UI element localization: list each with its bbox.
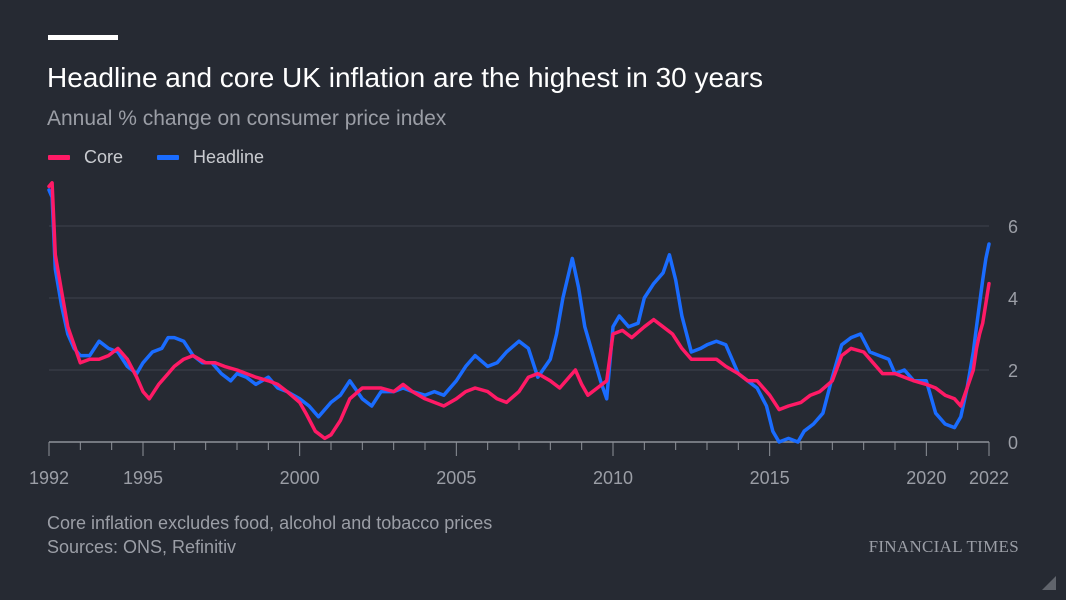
brand-logo: FINANCIAL TIMES xyxy=(868,537,1019,556)
x-tick-label-2010: 2010 xyxy=(593,468,633,488)
legend-item-core: Core xyxy=(48,147,123,168)
x-tick-label-2022: 2022 xyxy=(969,468,1009,488)
series-line-headline xyxy=(47,188,991,444)
chart-legend: Core Headline xyxy=(48,147,298,168)
y-tick-label-4: 4 xyxy=(1008,289,1018,309)
title-accent-bar xyxy=(48,35,118,40)
legend-label-core: Core xyxy=(84,147,124,167)
legend-swatch-core xyxy=(48,155,70,160)
x-tick-label-2000: 2000 xyxy=(280,468,320,488)
footnote: Core inflation excludes food, alcohol an… xyxy=(47,511,492,559)
y-tick-label-0: 0 xyxy=(1008,433,1018,453)
x-tick-label-1995: 1995 xyxy=(123,468,163,488)
x-tick-label-2015: 2015 xyxy=(750,468,790,488)
chart-subtitle: Annual % change on consumer price index xyxy=(47,107,447,130)
corner-icon xyxy=(1042,576,1056,590)
sources-text: Sources: ONS, Refinitiv xyxy=(47,537,237,557)
series-line-core xyxy=(47,181,991,441)
x-tick-label-2020: 2020 xyxy=(906,468,946,488)
chart-title: Headline and core UK inflation are the h… xyxy=(47,62,763,93)
y-tick-label-6: 6 xyxy=(1008,217,1018,237)
legend-swatch-headline xyxy=(157,155,180,160)
legend-label-headline: Headline xyxy=(193,147,265,167)
x-tick-label-1992: 1992 xyxy=(29,468,69,488)
y-tick-label-2: 2 xyxy=(1008,361,1018,381)
legend-item-headline: Headline xyxy=(157,147,264,168)
footnote-text: Core inflation excludes food, alcohol an… xyxy=(47,513,493,533)
x-tick-label-2005: 2005 xyxy=(436,468,476,488)
